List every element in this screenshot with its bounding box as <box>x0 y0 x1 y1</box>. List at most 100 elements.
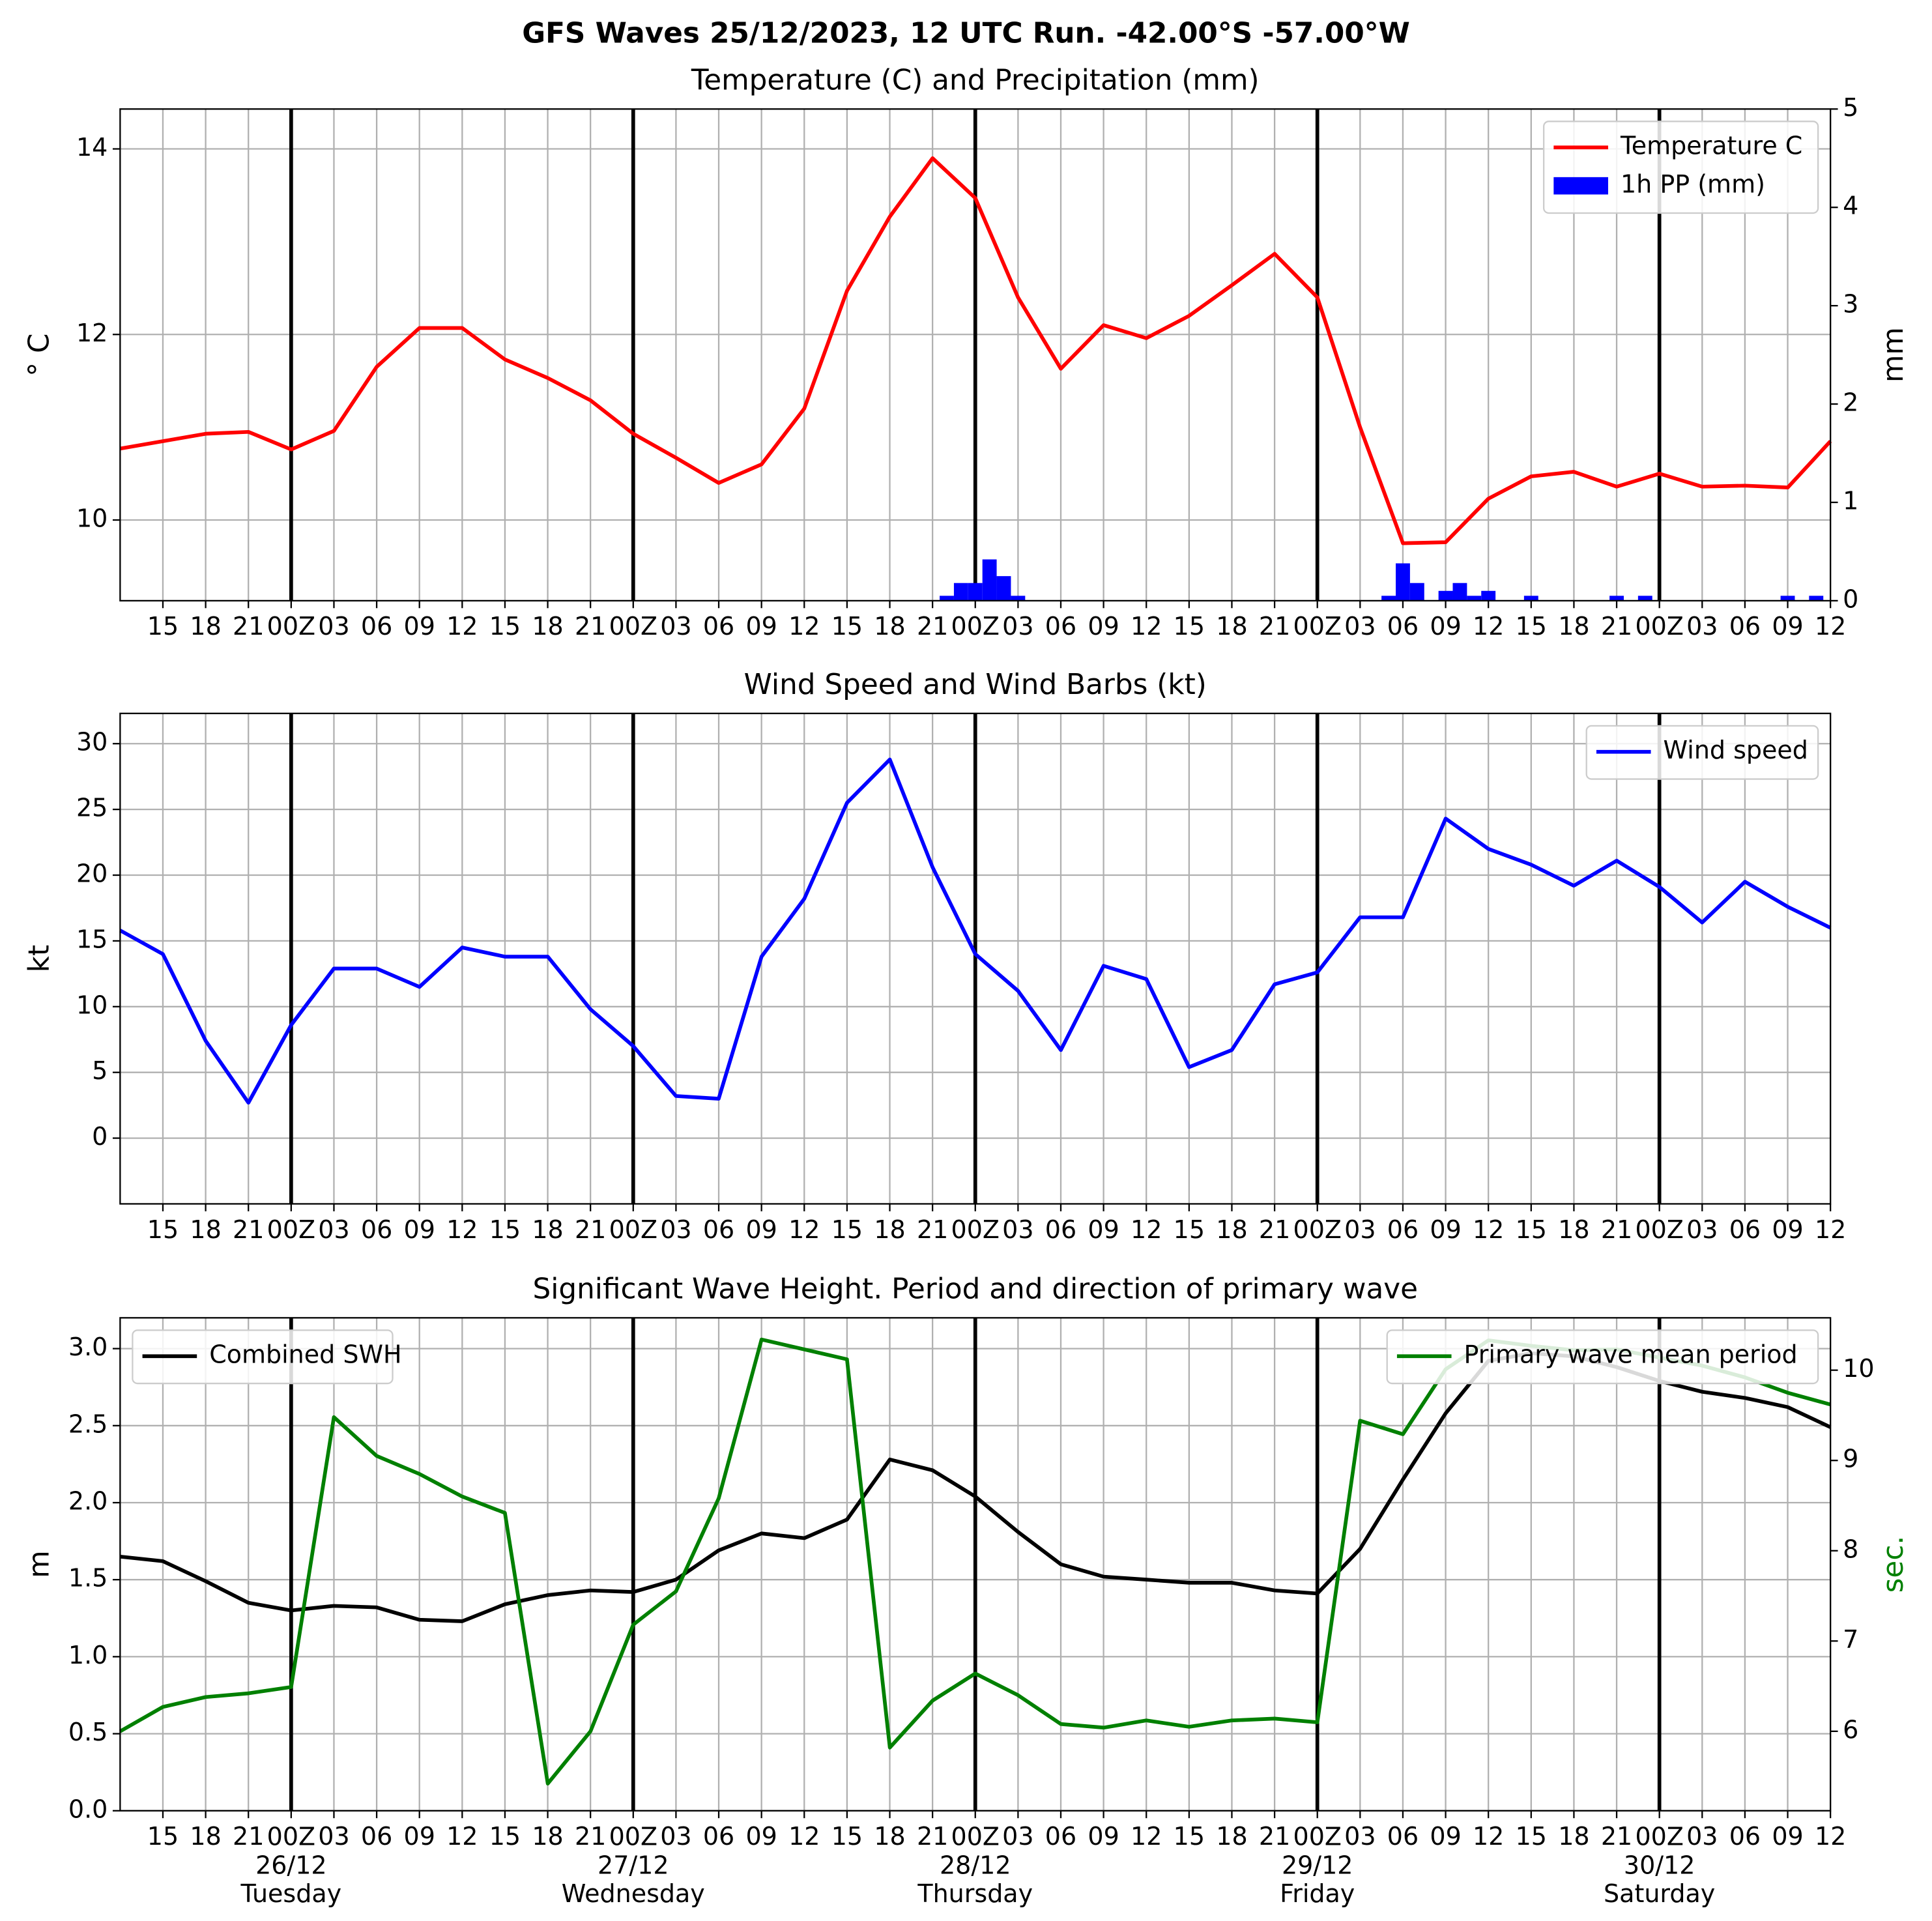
x-tick-label: 03 <box>660 1822 691 1851</box>
y-tick-label: 0.5 <box>68 1718 108 1746</box>
x-tick-label: 09 <box>1088 1215 1119 1244</box>
x-tick-label: 18 <box>1216 1822 1247 1851</box>
y-tick-label: 5 <box>92 1056 108 1085</box>
plot-frame <box>119 712 1832 1205</box>
x-tick-label: 12 <box>446 1822 478 1851</box>
series-line <box>119 757 1832 1105</box>
x-tick-label: 09 <box>1430 1215 1461 1244</box>
x-tick-label: 00Z 29/12 Friday <box>1280 1822 1355 1907</box>
x-tick-label: 00Z <box>267 1215 315 1244</box>
x-tick-label: 00Z <box>951 612 1000 641</box>
x-tick-label: 21 <box>1259 1822 1290 1851</box>
x-tick-label: 00Z <box>1635 612 1683 641</box>
precip-bar <box>1523 596 1538 601</box>
legend-label: Temperature C <box>1620 132 1802 160</box>
x-tick-label: 03 <box>318 1215 349 1244</box>
precip-bar <box>1011 596 1026 601</box>
legend-label: Primary wave mean period <box>1464 1340 1798 1369</box>
x-tick-label: 09 <box>1430 1822 1461 1851</box>
subplot-title: Wind Speed and Wind Barbs (kt) <box>744 668 1207 701</box>
x-tick-label: 12 <box>1131 1215 1162 1244</box>
x-tick-label: 12 <box>1131 612 1162 641</box>
x-tick-label: 03 <box>1002 612 1033 641</box>
x-tick-label: 18 <box>190 1215 221 1244</box>
y2-tick-label: 1 <box>1843 486 1858 515</box>
precip-bar <box>953 583 968 601</box>
y2-axis-label: sec. <box>1877 1536 1910 1593</box>
x-tick-label: 18 <box>532 612 563 641</box>
x-tick-label: 06 <box>703 1215 734 1244</box>
y-tick-label: 3.0 <box>68 1333 108 1361</box>
plot-frame <box>119 1317 1832 1812</box>
x-tick-label: 18 <box>1558 1822 1589 1851</box>
y-tick-label: 25 <box>76 794 108 822</box>
precip-bar <box>1481 590 1496 601</box>
legend-label: 1h PP (mm) <box>1621 170 1765 199</box>
precip-bar <box>1467 596 1482 601</box>
x-tick-label: 15 <box>147 1215 179 1244</box>
x-tick-label: 21 <box>233 1822 264 1851</box>
x-tick-label: 21 <box>575 1215 606 1244</box>
x-tick-label: 00Z 27/12 Wednesday <box>562 1822 705 1907</box>
x-tick-label: 06 <box>1387 1822 1419 1851</box>
x-tick-label: 15 <box>831 1822 863 1851</box>
x-tick-label: 00Z <box>1293 1215 1342 1244</box>
y2-tick-label: 3 <box>1843 290 1858 319</box>
x-tick-label: 03 <box>1344 1215 1376 1244</box>
y-tick-label: 14 <box>76 133 108 162</box>
precip-bar <box>1452 583 1467 601</box>
x-tick-label: 09 <box>1772 612 1803 641</box>
precip-bar <box>1409 583 1424 601</box>
x-tick-label: 06 <box>1387 612 1419 641</box>
x-tick-label: 18 <box>874 1822 905 1851</box>
x-tick-label: 09 <box>1772 1215 1803 1244</box>
x-tick-label: 15 <box>1516 1822 1547 1851</box>
x-tick-label: 03 <box>1686 612 1718 641</box>
x-tick-label: 18 <box>874 1215 905 1244</box>
x-tick-label: 15 <box>489 612 521 641</box>
legend-label: Wind speed <box>1664 736 1808 764</box>
x-tick-label: 09 <box>1772 1822 1803 1851</box>
x-tick-label: 03 <box>1344 1822 1376 1851</box>
x-tick-label: 18 <box>190 1822 221 1851</box>
x-tick-label: 06 <box>361 1215 392 1244</box>
x-tick-label: 00Z <box>1635 1215 1683 1244</box>
x-tick-label: 12 <box>788 612 820 641</box>
x-tick-label: 18 <box>1216 612 1247 641</box>
x-tick-label: 12 <box>1473 612 1504 641</box>
legend-box <box>1543 121 1819 214</box>
x-tick-label: 09 <box>404 1215 435 1244</box>
y-tick-label: 1.0 <box>68 1641 108 1669</box>
precip-bar <box>1396 563 1410 601</box>
x-tick-label: 21 <box>917 1822 948 1851</box>
precip-bar <box>940 596 954 601</box>
x-tick-label: 06 <box>703 1822 734 1851</box>
x-tick-label: 09 <box>1088 612 1119 641</box>
y2-axis-label: mm <box>1877 327 1910 383</box>
x-tick-label: 12 <box>1815 1215 1846 1244</box>
x-tick-label: 00Z 30/12 Saturday <box>1604 1822 1715 1907</box>
subplot-title: Temperature (C) and Precipitation (mm) <box>691 63 1260 96</box>
precip-bar <box>1809 596 1824 601</box>
x-tick-label: 15 <box>489 1822 521 1851</box>
y2-tick-label: 5 <box>1843 93 1858 122</box>
precip-bar <box>1637 596 1652 601</box>
x-tick-label: 00Z <box>1293 612 1342 641</box>
y2-tick-label: 10 <box>1843 1354 1874 1383</box>
x-tick-label: 12 <box>446 1215 478 1244</box>
y-axis-label: kt <box>23 945 56 972</box>
y-axis-label: m <box>23 1550 56 1578</box>
x-tick-label: 18 <box>874 612 905 641</box>
y-tick-label: 30 <box>76 728 108 757</box>
y2-tick-label: 6 <box>1843 1715 1858 1744</box>
legend-label: Combined SWH <box>209 1340 401 1369</box>
legend-box <box>132 1329 394 1385</box>
x-tick-label: 03 <box>318 612 349 641</box>
x-tick-label: 21 <box>575 612 606 641</box>
y-tick-label: 10 <box>76 504 108 533</box>
x-tick-label: 06 <box>361 612 392 641</box>
x-tick-label: 09 <box>404 612 435 641</box>
x-tick-label: 21 <box>575 1822 606 1851</box>
